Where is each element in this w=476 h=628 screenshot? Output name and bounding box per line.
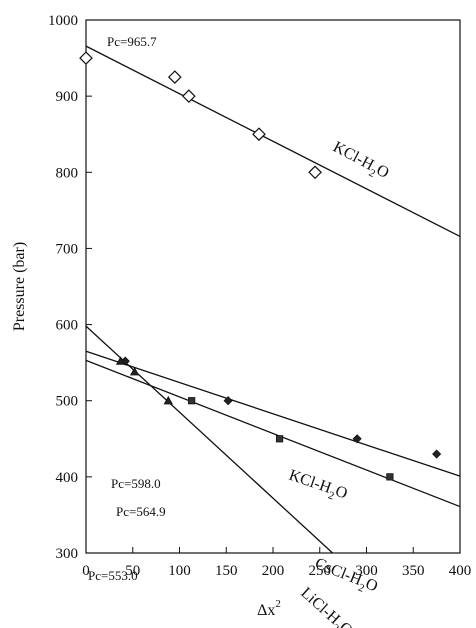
axes xyxy=(86,20,460,553)
y-tick-label: 600 xyxy=(56,318,79,334)
x-axis-label: Δx2 xyxy=(257,598,281,619)
ticks: 0 50 100 150 200 250 300 350 4003004005006007008… xyxy=(48,13,471,579)
series-label: KCl-H2O xyxy=(285,467,349,507)
data-point xyxy=(309,166,321,178)
fit-line xyxy=(86,351,460,476)
y-tick-label: 900 xyxy=(56,89,79,105)
fit-line xyxy=(86,46,460,236)
data-point xyxy=(188,398,194,404)
y-tick-label: 700 xyxy=(56,241,79,257)
x-axis-label-main: Δx xyxy=(257,602,275,619)
data-point xyxy=(253,128,265,140)
y-tick-label: 300 xyxy=(56,546,79,562)
x-tick-label: 400 xyxy=(449,563,472,579)
x-tick-label: 100 xyxy=(168,563,191,579)
y-axis-label: Pressure (bar) xyxy=(11,242,28,331)
plot-frame xyxy=(86,20,460,553)
x-axis-label-sup: 2 xyxy=(275,598,281,610)
labels: Pc=965.7 Pc=564.9 Pc=553.0 Pc=598.0 KCl-H2O K… xyxy=(88,34,392,628)
y-tick-label: 1000 xyxy=(48,13,78,29)
y-tick-label: 800 xyxy=(56,165,79,181)
x-tick-label: 200 xyxy=(262,563,285,579)
data-points xyxy=(80,52,441,480)
data-point xyxy=(164,397,172,404)
series-label: KCl-H2O xyxy=(328,139,391,186)
pc-annotation: Pc=598.0 xyxy=(111,476,161,491)
pc-annotation: Pc=553.0 xyxy=(88,568,138,583)
y-tick-label: 400 xyxy=(56,470,79,486)
data-point xyxy=(353,435,361,443)
y-tick-label: 500 xyxy=(56,394,79,410)
data-point xyxy=(80,52,92,64)
x-tick-label: 150 xyxy=(215,563,238,579)
x-tick-label: 350 xyxy=(402,563,425,579)
pc-annotation: Pc=564.9 xyxy=(116,504,166,519)
data-point xyxy=(433,450,441,458)
data-point xyxy=(387,474,393,480)
data-point xyxy=(169,71,181,83)
series-label: LiCl-H2O xyxy=(295,584,356,628)
data-point xyxy=(276,436,282,442)
pc-annotation: Pc=965.7 xyxy=(107,34,157,49)
